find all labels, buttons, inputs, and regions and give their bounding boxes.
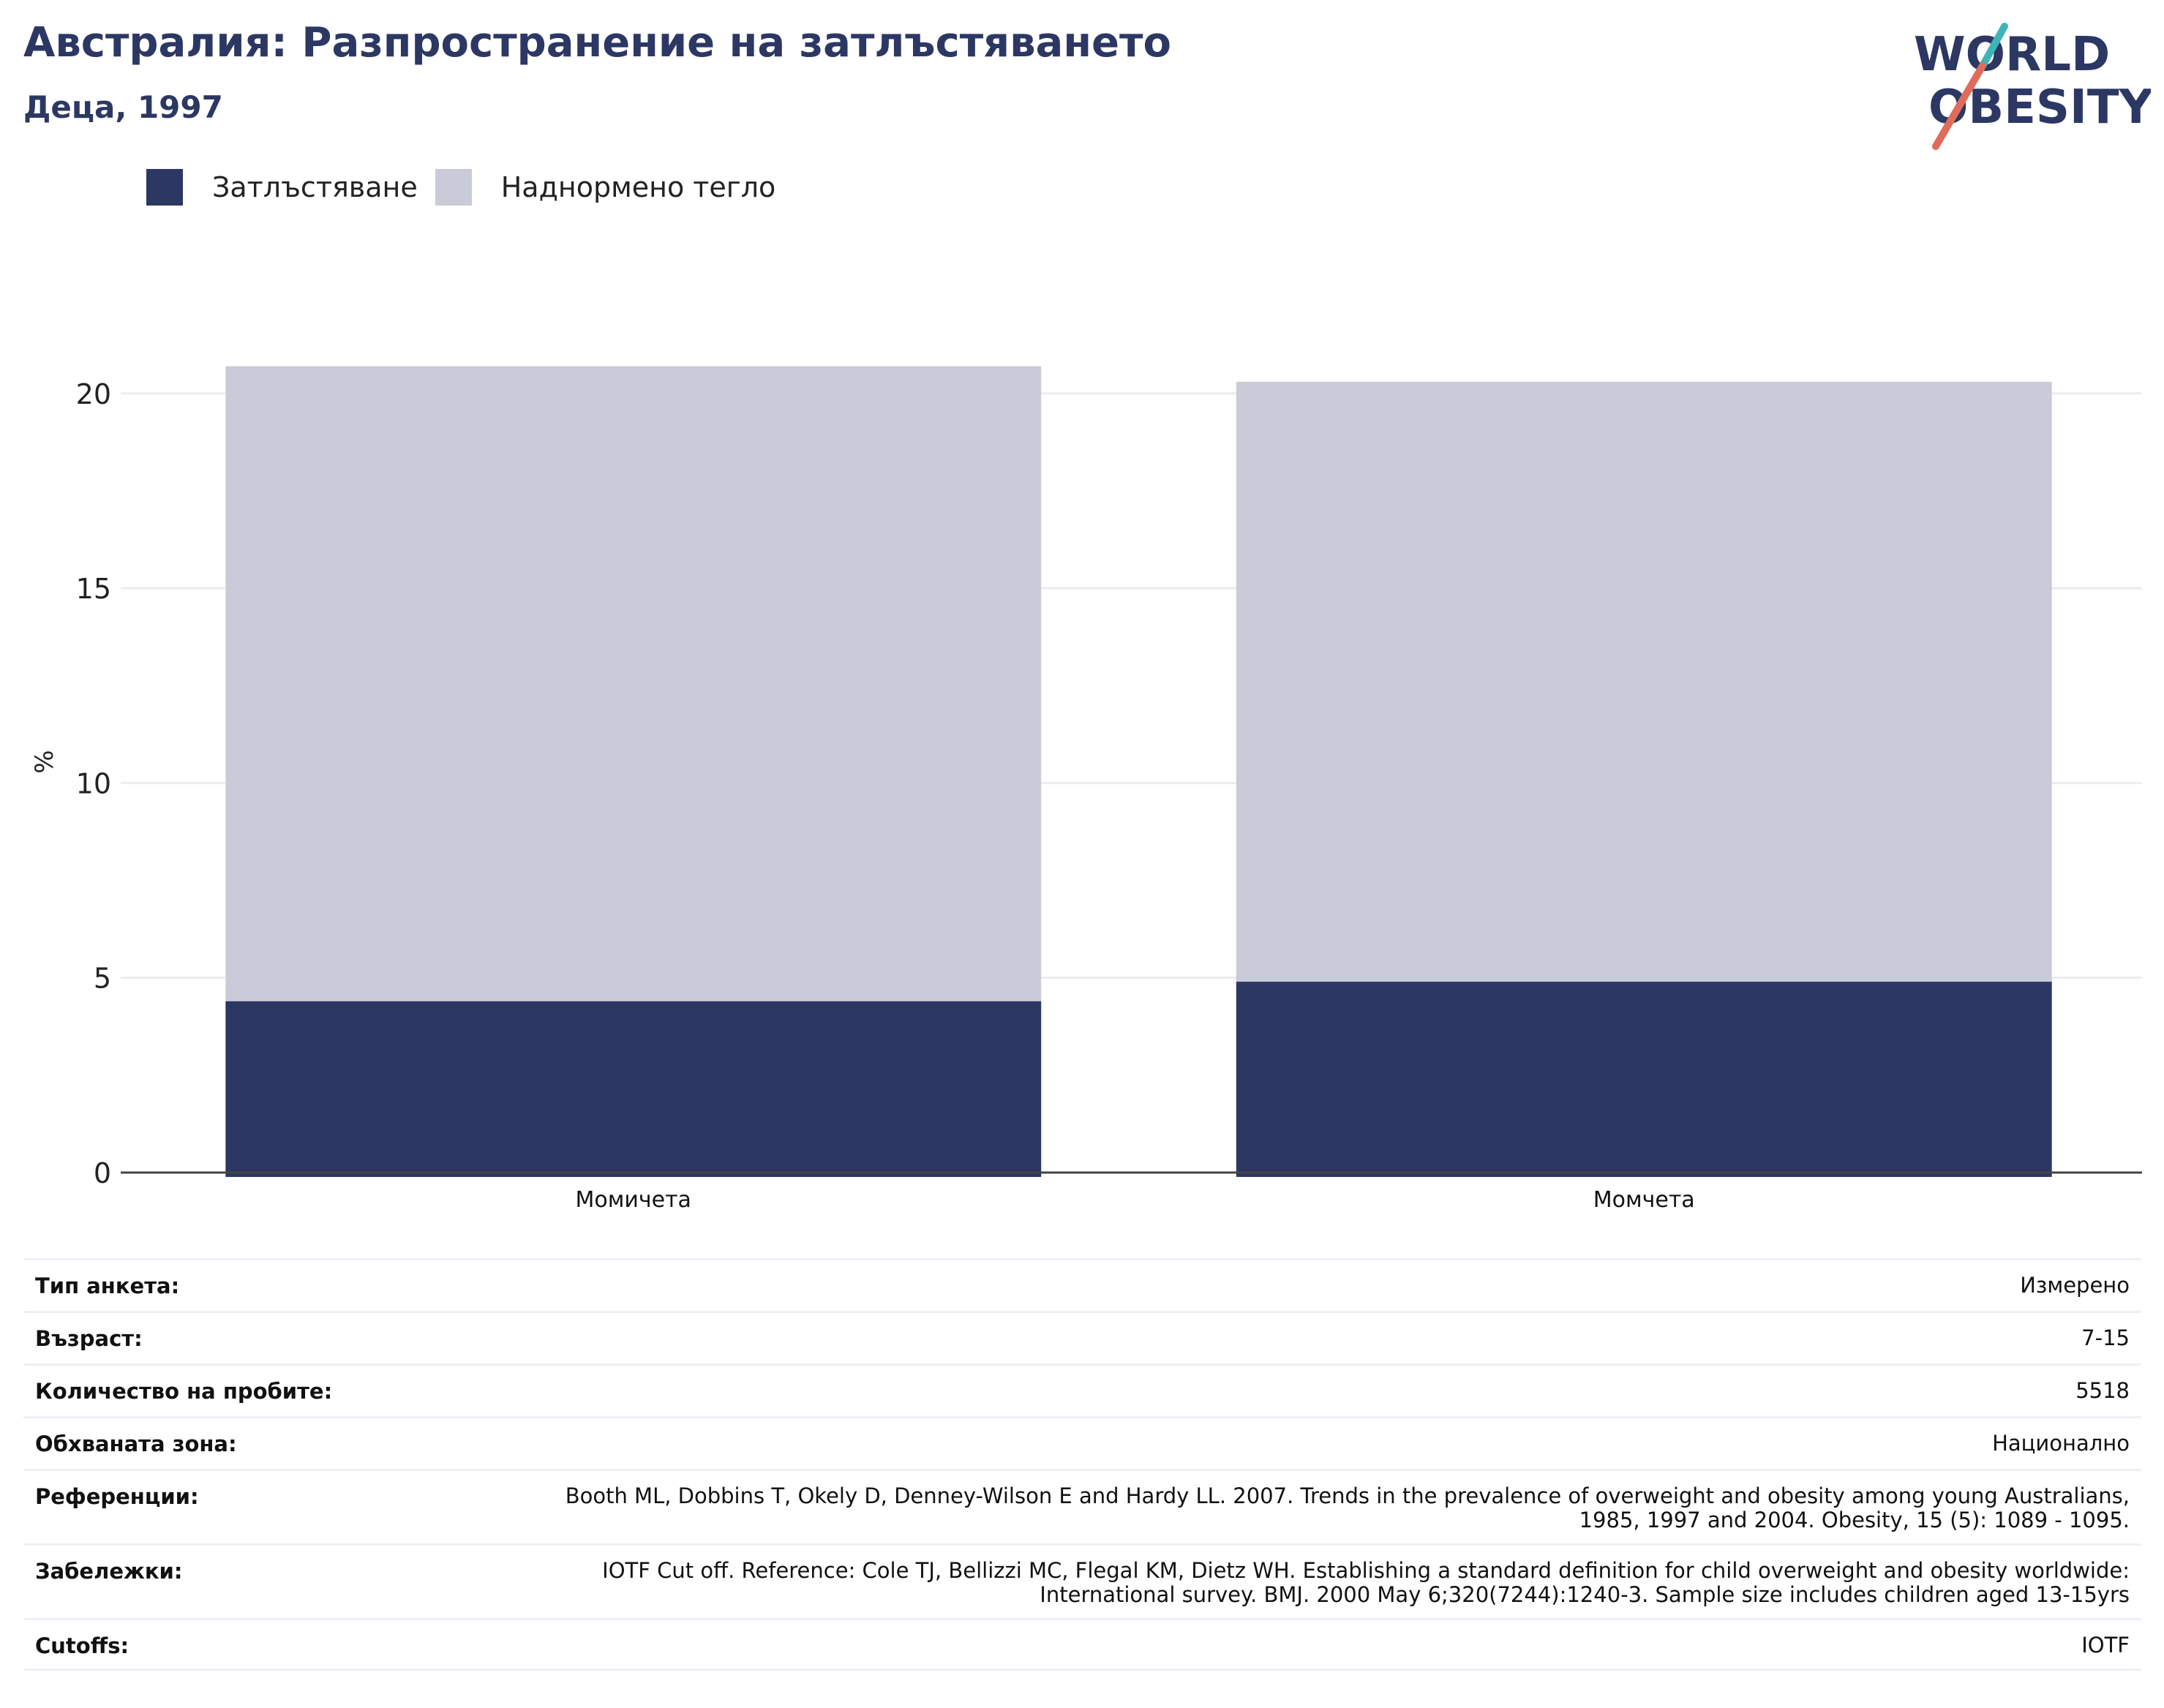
info-row: Референции: Booth ML, Dobbins T, Okely D,…: [23, 1469, 2141, 1543]
chart-legend: Затлъстяване Наднормено тегло: [146, 167, 793, 208]
x-tick-label: Момичета: [576, 1187, 691, 1213]
legend-item-2: Наднормено тегло: [435, 169, 776, 206]
bar-chart: 0 5 10 15 20% Момичета Момчета: [30, 366, 2142, 1213]
legend-swatch: [146, 169, 183, 206]
y-tick-label: 15: [76, 573, 111, 605]
legend-label: Наднормено тегло: [500, 171, 776, 203]
y-tick-label: 20: [76, 378, 111, 410]
info-row: Cutoffs: IOTF: [23, 1618, 2141, 1671]
info-value: IOTF: [2081, 1633, 2130, 1658]
logo-text-world: WORLD: [1914, 28, 2110, 82]
legend-item-1: Затлъстяване: [146, 169, 418, 206]
info-key: Референции:: [35, 1484, 199, 1509]
legend-label: Затлъстяване: [212, 171, 418, 203]
y-tick-label: 5: [94, 963, 111, 995]
info-value: Измерено: [2020, 1273, 2130, 1298]
info-value: 5518: [2075, 1378, 2130, 1403]
info-key: Тип анкета:: [35, 1274, 180, 1298]
bar-obesity-2: [1236, 982, 2052, 1177]
x-tick-label: Момчета: [1593, 1187, 1695, 1213]
info-row: Възраст: 7-15: [23, 1311, 2141, 1363]
world-obesity-logo: WORLD OBESITY: [1914, 23, 2151, 150]
info-row: Забележки: IOTF Cut off. Reference: Cole …: [23, 1543, 2141, 1618]
info-key: Възраст:: [35, 1326, 143, 1351]
logo-slash-coral: [1932, 62, 1986, 150]
info-key: Забележки:: [35, 1559, 183, 1584]
info-value: IOTF Cut off. Reference: Cole TJ, Belliz…: [602, 1558, 2130, 1607]
info-key: Cutoffs:: [35, 1633, 129, 1658]
bar-overweight-2: [1236, 381, 2052, 982]
bar-obesity-1: [225, 1001, 1042, 1177]
info-row: Тип анкета: Измерено: [23, 1258, 2141, 1311]
info-key: Обхваната зона:: [35, 1432, 237, 1456]
chart-subtitle: Деца, 1997: [23, 89, 223, 125]
info-row: Обхваната зона: Национално: [23, 1416, 2141, 1469]
survey-info-table: Тип анкета: Измерено Възраст: 7-15 Количеств…: [23, 1258, 2141, 1671]
logo-slash-teal: [1979, 23, 2008, 69]
bar-overweight-1: [225, 366, 1042, 1001]
y-tick-label: 0: [94, 1157, 111, 1189]
y-axis-label: %: [30, 750, 59, 773]
info-key: Количество на пробите:: [35, 1379, 333, 1404]
info-value: 7-15: [2081, 1325, 2130, 1350]
info-value: Booth ML, Dobbins T, Okely D, Denney-Wil…: [565, 1483, 2130, 1532]
info-value: Национално: [1992, 1431, 2130, 1456]
legend-swatch: [435, 169, 472, 206]
y-tick-label: 10: [76, 767, 111, 800]
chart-title: Австралия: Разпространение на затлъстява…: [23, 19, 1171, 67]
info-row: Количество на пробите: 5518: [23, 1363, 2141, 1416]
